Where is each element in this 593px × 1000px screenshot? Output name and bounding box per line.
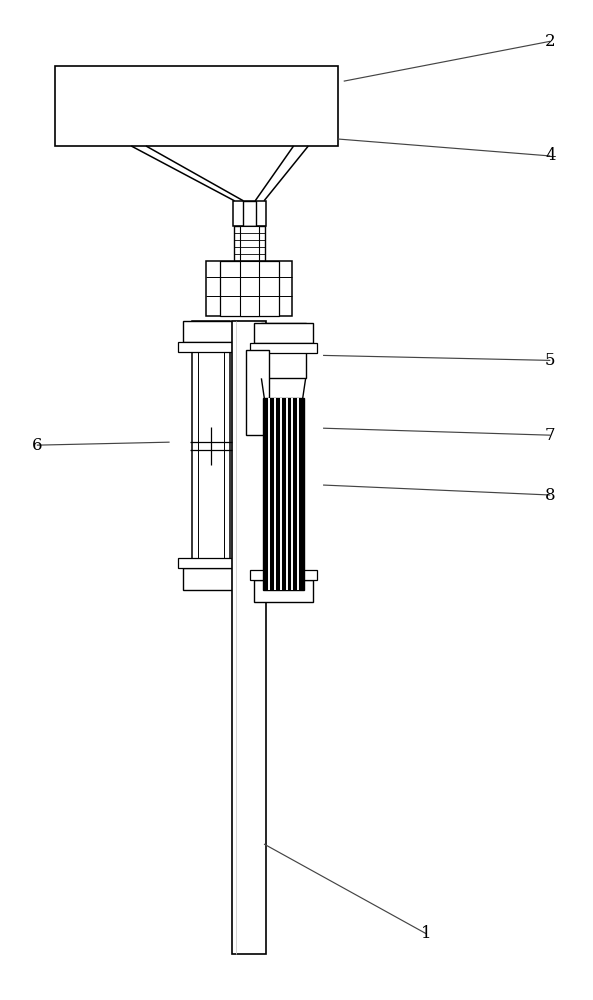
Bar [250, 343, 317, 353]
Bar [254, 323, 313, 343]
Bar [192, 321, 230, 580]
Bar [262, 323, 305, 378]
Bar [263, 398, 304, 590]
Bar [183, 321, 239, 342]
Bar [250, 570, 317, 580]
Text: 8: 8 [545, 487, 556, 504]
Bar [234, 226, 264, 261]
Bar [240, 226, 259, 261]
Text: 2: 2 [545, 33, 556, 50]
Bar [55, 66, 338, 146]
Bar [206, 261, 292, 316]
Text: 4: 4 [545, 147, 556, 164]
Bar [197, 321, 224, 580]
Bar [243, 201, 256, 226]
Text: 6: 6 [31, 437, 42, 454]
Bar [178, 558, 244, 568]
Bar [240, 261, 259, 316]
Bar [178, 342, 244, 352]
Text: 5: 5 [545, 352, 556, 369]
Bar [232, 321, 266, 954]
Bar [183, 568, 239, 590]
Text: 1: 1 [421, 925, 432, 942]
Bar [246, 350, 269, 435]
Text: 7: 7 [545, 427, 556, 444]
Bar [254, 580, 313, 602]
Bar [233, 201, 266, 226]
Bar [220, 261, 279, 316]
